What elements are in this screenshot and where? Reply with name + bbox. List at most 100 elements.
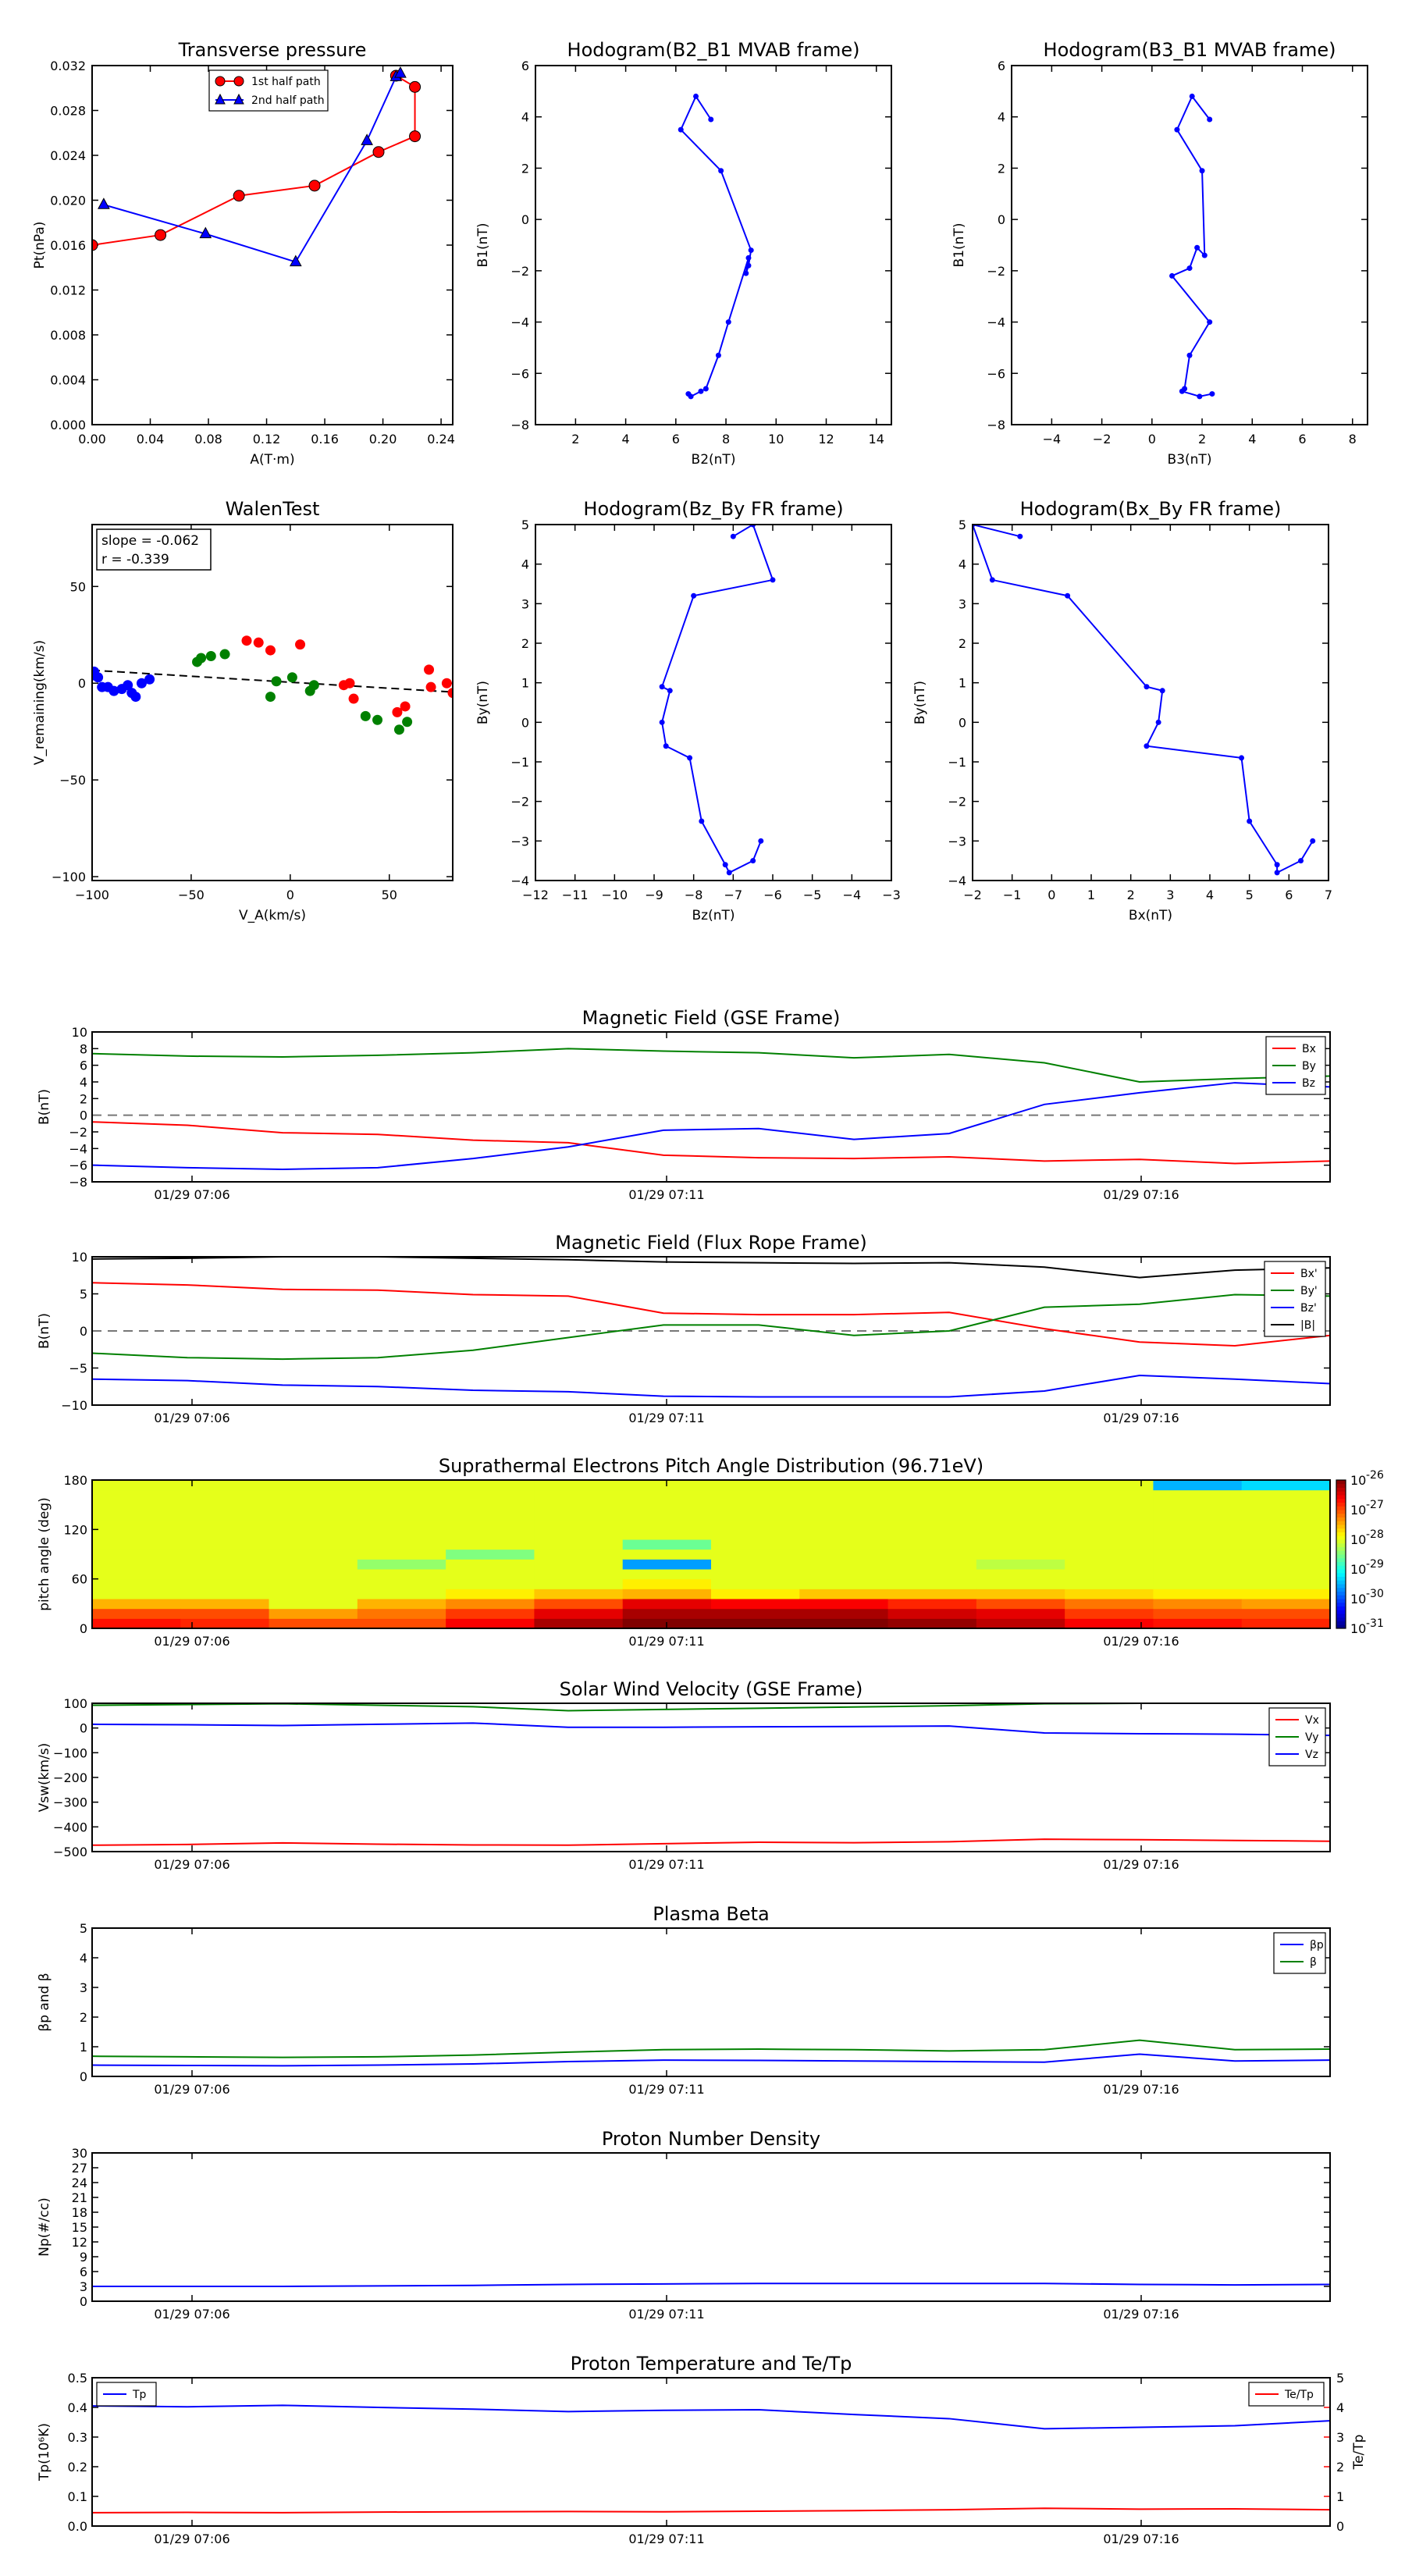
pad-cell xyxy=(534,1480,624,1491)
h2-series-0-point xyxy=(1174,126,1180,133)
pt-ytick-label: 0.024 xyxy=(50,148,86,163)
pad-cell xyxy=(180,1519,270,1530)
pad-cell xyxy=(1065,1510,1154,1521)
h1-xtick-label: 14 xyxy=(869,432,884,447)
pad-cell xyxy=(357,1618,446,1629)
mag_gse-ytick-label: −6 xyxy=(69,1158,87,1173)
pad-cell xyxy=(976,1559,1065,1570)
h2-series-0-point xyxy=(1197,393,1203,400)
h4-xtick-label: 4 xyxy=(1206,888,1214,902)
pad-cell xyxy=(976,1519,1065,1530)
h3-ylabel: By(nT) xyxy=(475,681,491,724)
np-xtick-label: 01/29 07:06 xyxy=(154,2307,229,2322)
pad-cell xyxy=(711,1578,800,1589)
pad-cell xyxy=(357,1608,446,1619)
pad-cell xyxy=(887,1618,977,1629)
tp-ytick-label: 0.1 xyxy=(68,2489,87,2504)
mag_gse-ytick-label: 6 xyxy=(80,1059,87,1073)
pt-legend-marker xyxy=(215,76,226,87)
vsw-ytick-label: −500 xyxy=(53,1845,87,1859)
walen-xlabel: V_A(km/s) xyxy=(239,908,306,923)
h1-xtick-label: 12 xyxy=(818,432,834,447)
mag_gse-legend-label: Bz xyxy=(1302,1077,1315,1090)
h3-series-0-point xyxy=(663,743,669,749)
h4-xlabel: Bx(nT) xyxy=(1129,908,1172,923)
walen-xtick-label: −50 xyxy=(178,888,205,902)
mag_fr-xtick-label: 01/29 07:16 xyxy=(1103,1411,1179,1425)
tp-series-0-line xyxy=(92,2404,1330,2430)
walen-series-1-point xyxy=(196,653,207,664)
mag_fr-series-0-line xyxy=(92,1282,1330,1347)
pad-colorbar-segment xyxy=(1336,1569,1346,1574)
pad-cell xyxy=(976,1549,1065,1560)
np-title: Proton Number Density xyxy=(602,2128,820,2150)
h2-series-0-point xyxy=(1194,244,1200,251)
pad-xtick-label: 01/29 07:06 xyxy=(154,1634,229,1649)
pt-ytick-label: 0.020 xyxy=(50,194,86,208)
h4-ytick-label: 1 xyxy=(959,676,966,691)
pad-colorbar-tick-label: 10 xyxy=(1350,1592,1366,1606)
walen-series-2-point xyxy=(425,681,436,692)
h3-xtick-label: −4 xyxy=(843,888,862,902)
pad-cell xyxy=(446,1539,535,1550)
pad-cell xyxy=(711,1599,800,1610)
pt-title: Transverse pressure xyxy=(178,39,367,61)
h4-series-0-point xyxy=(1144,743,1150,749)
pad-title: Suprathermal Electrons Pitch Angle Distr… xyxy=(439,1455,984,1477)
h3-plot-area xyxy=(659,525,776,876)
beta-legend-label: βp xyxy=(1310,1939,1324,1952)
pad-colorbar-segment xyxy=(1336,1617,1346,1621)
np-ytick-label: 27 xyxy=(72,2161,87,2176)
pad-cell xyxy=(887,1489,977,1500)
beta-title: Plasma Beta xyxy=(653,1903,769,1925)
pad-colorbar-segment xyxy=(1336,1591,1346,1596)
pad-cell xyxy=(1153,1480,1243,1491)
pad-cell xyxy=(357,1559,446,1570)
h3-xtick-label: −9 xyxy=(645,888,663,902)
h2-frame xyxy=(1011,65,1368,425)
pad-cell xyxy=(799,1529,889,1540)
h2-ytick-label: −4 xyxy=(987,315,1005,330)
pad-cell xyxy=(1065,1519,1154,1530)
pad-colorbar-segment xyxy=(1336,1584,1346,1589)
h3-xtick-label: −10 xyxy=(601,888,628,902)
h2-ytick-label: 0 xyxy=(998,212,1005,227)
pad-colorbar-tick-label: 10 xyxy=(1350,1621,1366,1636)
pad-cell xyxy=(1241,1569,1331,1580)
pad-cell xyxy=(1153,1500,1243,1510)
h1-xlabel: B2(nT) xyxy=(692,452,736,468)
pad-cell xyxy=(534,1569,624,1580)
walen-series-2-point xyxy=(441,678,452,688)
pad-cell xyxy=(1153,1529,1243,1540)
tp-ytick-label: 0.3 xyxy=(68,2430,87,2445)
mag_gse-ytick-label: 8 xyxy=(80,1041,87,1056)
h1-xtick-label: 10 xyxy=(768,432,784,447)
pad-xtick-label: 01/29 07:11 xyxy=(628,1634,704,1649)
h4-ytick-label: 5 xyxy=(959,518,966,532)
beta-legend-label: β xyxy=(1310,1956,1317,1969)
mag_gse-plot-area xyxy=(92,1048,1330,1171)
beta-series-0-line xyxy=(92,2053,1330,2067)
h2-series-0-point xyxy=(1199,168,1205,174)
beta-plot-area xyxy=(92,2039,1330,2067)
tp-ytick-label: 0.0 xyxy=(68,2519,87,2534)
np-ytick-label: 15 xyxy=(72,2220,87,2235)
walen-series-2-point xyxy=(348,693,359,704)
mag_fr-ytick-label: 10 xyxy=(72,1250,87,1265)
h1-series-0-line xyxy=(680,94,752,398)
h3-xtick-label: −6 xyxy=(763,888,782,902)
pad-cell xyxy=(1065,1559,1154,1570)
h3-panel: Hodogram(Bz_By FR frame)−12 −11 −10 −9 −8 −7−… xyxy=(475,498,901,923)
pad-cell xyxy=(711,1608,800,1619)
h1-xtick-label: 8 xyxy=(722,432,730,447)
pad-cell xyxy=(976,1539,1065,1550)
np-ytick-label: 18 xyxy=(72,2205,87,2220)
h4-ytick-label: 4 xyxy=(959,557,966,572)
h1-ytick-label: −2 xyxy=(510,264,529,279)
vsw-legend-label: Vy xyxy=(1305,1731,1319,1744)
h1-series-0-point xyxy=(718,168,724,174)
pad-cell xyxy=(92,1559,181,1570)
h3-ytick-label: −3 xyxy=(510,834,529,849)
vsw-ytick-label: 0 xyxy=(80,1721,87,1736)
pt-panel: Transverse pressure 0.00 0.04 0.08 0.12 0.16 0… xyxy=(32,39,455,468)
